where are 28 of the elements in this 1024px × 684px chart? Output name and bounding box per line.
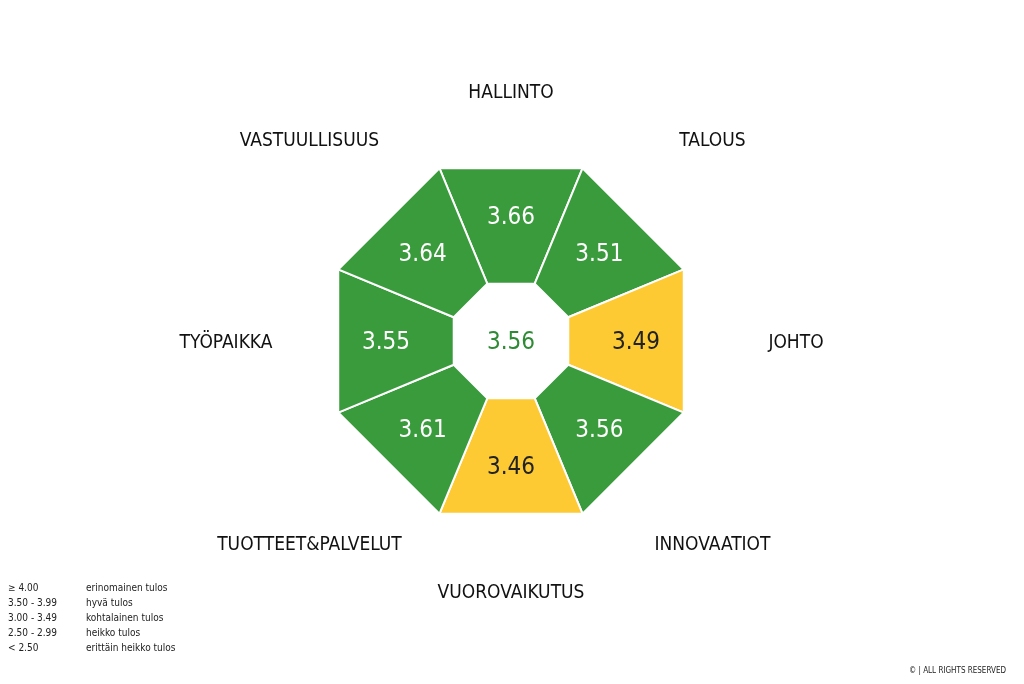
text: hyvä tulos	[86, 597, 133, 608]
text: erinomainen tulos	[86, 582, 168, 593]
text: 3.50 - 3.99	[8, 597, 58, 608]
data-label: 3.64	[398, 238, 447, 267]
data-label: 3.55	[361, 327, 411, 355]
category-label: TUOTTEET&PALVELUT	[216, 531, 403, 554]
text: kohtalainen tulos	[86, 612, 164, 623]
category-label: TALOUS	[678, 128, 746, 151]
category-label: JOHTO	[767, 330, 824, 352]
text: 3.00 - 3.49	[8, 612, 58, 623]
data-label: 3.46	[486, 452, 536, 480]
category-label: HALLINTO	[468, 80, 554, 102]
data-label: 3.66	[486, 202, 536, 230]
text: ≥ 4.00	[8, 582, 39, 593]
data-label: 3.56	[575, 415, 624, 444]
category-label: VUOROVAIKUTUS	[437, 580, 585, 602]
category-label: TYÖPAIKKA	[178, 330, 273, 352]
text: erittäin heikko tulos	[86, 642, 176, 653]
text: < 2.50	[8, 642, 39, 653]
data-label: 3.51	[575, 238, 624, 267]
category-label: INNOVAATIOT	[654, 531, 772, 554]
data-label: 3.61	[398, 415, 447, 444]
data-label: 3.49	[611, 327, 661, 355]
text: © | ALL RIGHTS RESERVED	[908, 666, 1007, 675]
category-label: VASTUULLISUUS	[239, 128, 380, 151]
text: 3.56	[486, 327, 536, 355]
text: heikko tulos	[86, 627, 141, 638]
text: 2.50 - 2.99	[8, 627, 58, 638]
